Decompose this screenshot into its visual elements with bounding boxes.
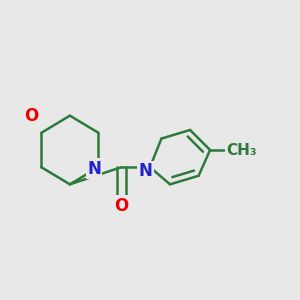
Text: O: O <box>114 197 128 215</box>
Text: N: N <box>139 163 153 181</box>
Text: CH₃: CH₃ <box>226 142 257 158</box>
Text: O: O <box>24 107 38 125</box>
Text: N: N <box>87 160 101 178</box>
